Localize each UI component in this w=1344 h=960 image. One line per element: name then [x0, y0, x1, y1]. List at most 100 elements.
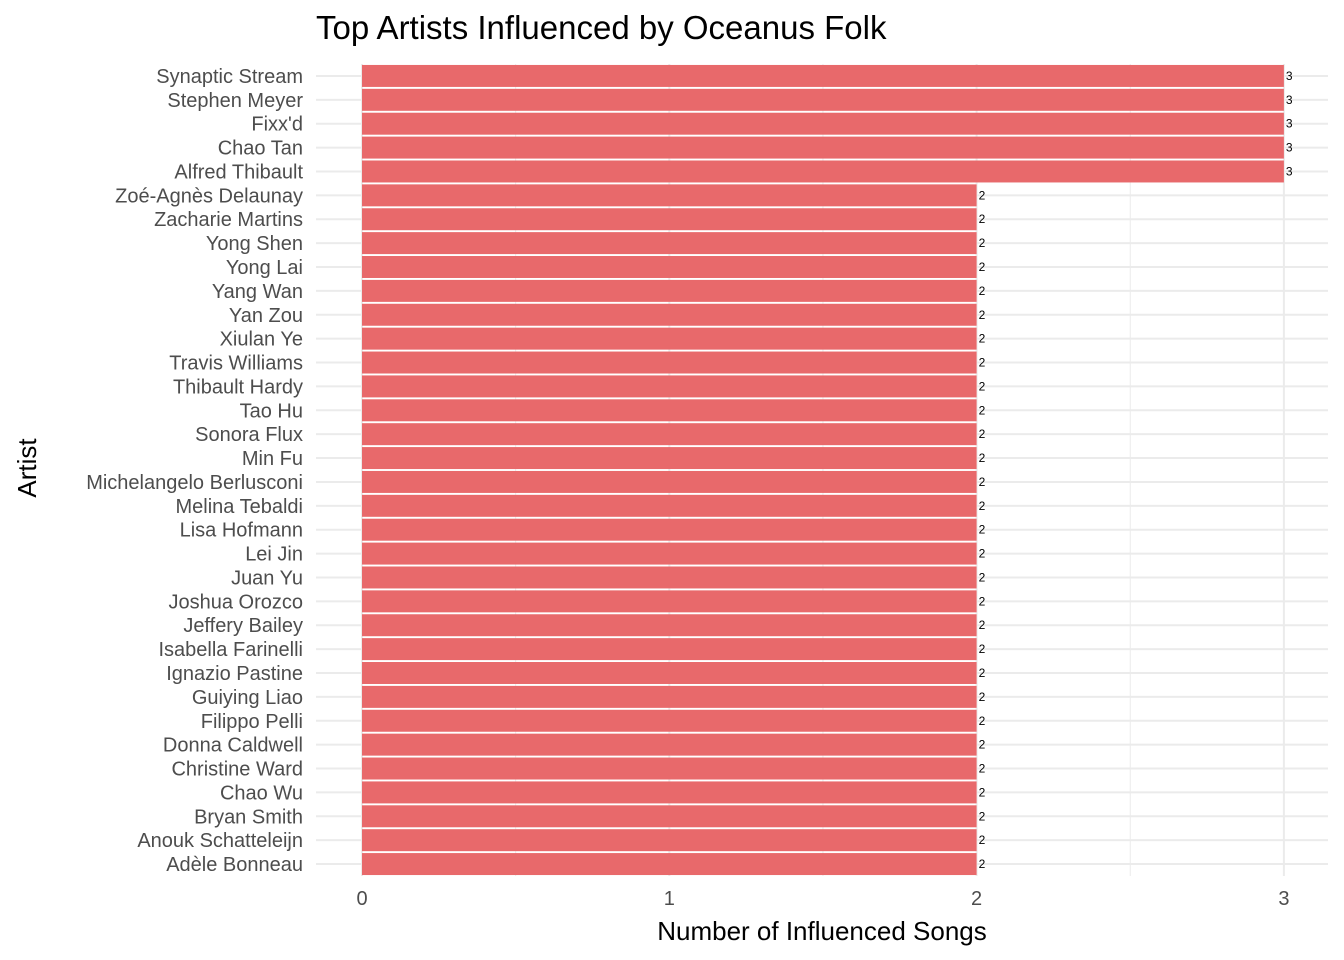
bar: [362, 184, 977, 207]
bar-value-label: 2: [979, 762, 986, 776]
y-tick-label: Christine Ward: [171, 759, 303, 781]
bar-value-label: 2: [979, 642, 986, 656]
bar-value-label: 2: [979, 857, 986, 871]
y-tick-label: Yan Zou: [229, 305, 303, 327]
bar: [362, 351, 977, 374]
bar: [362, 709, 977, 732]
y-tick-label: Sonora Flux: [195, 424, 303, 446]
bar: [362, 757, 977, 780]
y-tick-label: Zoé-Agnès Delaunay: [115, 185, 303, 207]
bar: [362, 136, 1284, 159]
bar-value-label: 2: [979, 379, 986, 393]
bar: [362, 470, 977, 493]
bar: [362, 542, 977, 565]
y-tick-label: Chao Wu: [220, 782, 303, 804]
bar: [362, 494, 977, 517]
bar: [362, 638, 977, 661]
y-tick-label: Zacharie Martins: [154, 209, 303, 231]
bar-value-label: 2: [979, 809, 986, 823]
bars: [362, 64, 1284, 876]
y-tick-label: Tao Hu: [240, 400, 303, 422]
bar-value-label: 2: [979, 427, 986, 441]
y-tick-label: Isabella Farinelli: [158, 639, 303, 661]
bar-value-label: 3: [1286, 117, 1293, 131]
bar-value-label: 2: [979, 403, 986, 417]
y-tick-label: Donna Caldwell: [163, 735, 303, 757]
y-tick-label: Juan Yu: [231, 567, 303, 589]
bar: [362, 614, 977, 637]
bar-value-label: 2: [979, 666, 986, 680]
y-axis-title: Artist: [12, 438, 42, 498]
y-tick-label: Thibault Hardy: [173, 376, 303, 398]
y-tick-label: Filippo Pelli: [201, 711, 303, 733]
x-tick-label: 1: [664, 888, 675, 910]
bar-value-label: 3: [1286, 93, 1293, 107]
bar-value-label: 2: [979, 570, 986, 584]
bar-value-label: 2: [979, 260, 986, 274]
bar-value-label: 2: [979, 284, 986, 298]
bar: [362, 423, 977, 446]
bar: [362, 256, 977, 278]
bar: [362, 733, 977, 756]
y-tick-label: Ignazio Pastine: [166, 663, 303, 685]
bar: [362, 805, 977, 828]
bar: [362, 160, 1284, 183]
bar-value-label: 2: [979, 738, 986, 752]
y-tick-label: Anouk Schatteleijn: [137, 830, 303, 852]
bar-value-label: 2: [979, 690, 986, 704]
bar: [362, 781, 977, 804]
y-tick-label: Melina Tebaldi: [176, 496, 304, 518]
bar-value-label: 2: [979, 618, 986, 632]
x-tick-label: 2: [971, 888, 982, 910]
bar-value-labels: 3 3 3 3 3 2 2 2 2 2 2 2 2 2 2 2 2 2 2 2 2 2 2 2 2 2 2 2 2 2 2 2 2 2: [979, 69, 1293, 871]
bar-value-label: 2: [979, 523, 986, 537]
y-tick-label: Chao Tan: [218, 138, 303, 160]
bar-value-label: 2: [979, 236, 986, 250]
bar-value-label: 3: [1286, 69, 1293, 83]
bar: [362, 88, 1284, 111]
y-tick-label: Joshua Orozco: [168, 591, 303, 613]
y-tick-label: Jeffery Bailey: [183, 615, 303, 637]
bar: [362, 685, 977, 708]
bar: [362, 112, 1284, 135]
x-axis-title: Number of Influenced Songs: [657, 916, 987, 946]
bar: [362, 566, 977, 589]
bar-value-label: 2: [979, 212, 986, 226]
y-tick-label: Yong Lai: [226, 257, 303, 279]
bar: [362, 590, 977, 613]
bar-value-label: 3: [1286, 164, 1293, 178]
y-tick-label: Yang Wan: [212, 281, 303, 303]
y-tick-label: Alfred Thibault: [174, 161, 303, 183]
y-tick-label: Xiulan Ye: [220, 329, 303, 351]
y-tick-label: Michelangelo Berlusconi: [86, 472, 303, 494]
y-tick-label: Min Fu: [242, 448, 303, 470]
bar-value-label: 2: [979, 714, 986, 728]
bar: [362, 279, 977, 302]
bar-value-label: 2: [979, 356, 986, 370]
bar-value-label: 2: [979, 594, 986, 608]
bar-value-label: 2: [979, 451, 986, 465]
bar: [362, 829, 977, 852]
y-tick-label: Lei Jin: [245, 544, 303, 566]
bar-value-label: 2: [979, 475, 986, 489]
chart-title: Top Artists Influenced by Oceanus Folk: [316, 9, 887, 46]
bar: [362, 662, 977, 684]
bar-value-label: 2: [979, 833, 986, 847]
y-tick-label: Lisa Hofmann: [180, 520, 303, 542]
bar: [362, 518, 977, 541]
bar: [362, 327, 977, 350]
y-tick-label: Bryan Smith: [194, 806, 303, 828]
bar-value-label: 2: [979, 332, 986, 346]
bar: [362, 853, 977, 876]
y-tick-label: Stephen Meyer: [167, 90, 303, 112]
x-axis-tick-labels: 0 1 2 3: [356, 888, 1289, 910]
bar: [362, 64, 1284, 87]
y-tick-label: Adèle Bonneau: [166, 854, 303, 876]
bar-value-label: 2: [979, 308, 986, 322]
y-tick-label: Travis Williams: [169, 353, 303, 375]
bar: [362, 447, 977, 470]
y-tick-label: Synaptic Stream: [156, 66, 303, 88]
